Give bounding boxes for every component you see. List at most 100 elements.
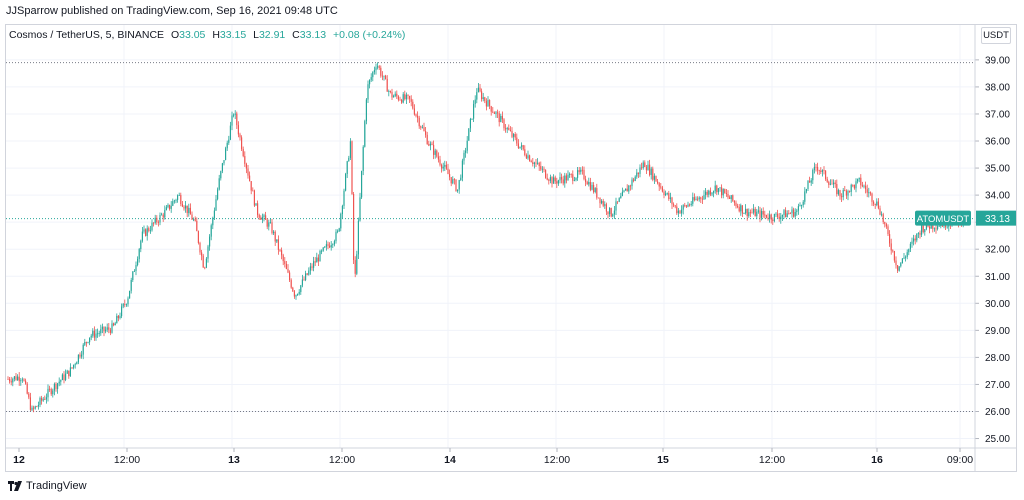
symbol-name[interactable]: Cosmos / TetherUS, 5, BINANCE <box>9 29 165 41</box>
candle-body <box>609 207 611 215</box>
candle-body <box>322 247 324 251</box>
candle-body <box>498 113 500 123</box>
candle-body <box>177 195 179 200</box>
candle-body <box>812 170 814 181</box>
candle-body <box>127 298 129 305</box>
candle-body <box>585 179 587 183</box>
candle-body <box>455 180 457 192</box>
candle-body <box>508 127 510 130</box>
candle-body <box>709 190 711 195</box>
candle-body <box>175 199 177 201</box>
candle-body <box>369 79 371 85</box>
candle-body <box>228 139 230 143</box>
tradingview-footer[interactable]: TradingView <box>8 480 87 492</box>
candle-body <box>314 261 316 263</box>
candle-body <box>826 178 828 182</box>
candle-body <box>719 187 721 189</box>
candle-body <box>327 244 329 246</box>
candle-body <box>639 167 641 174</box>
candle-body <box>241 137 243 150</box>
candle-body <box>293 291 295 297</box>
candle-body <box>122 303 124 307</box>
candle-body <box>236 113 238 126</box>
candle-body <box>305 273 307 280</box>
candle-body <box>151 222 153 231</box>
candle-body <box>337 231 339 232</box>
candle-body <box>308 270 310 275</box>
candle-body <box>437 156 439 160</box>
candle-body <box>372 72 374 78</box>
candle-body <box>727 193 729 198</box>
candle-body <box>471 118 473 120</box>
candle-body <box>415 114 417 116</box>
currency-button[interactable]: USDT <box>981 27 1011 44</box>
candle-body <box>393 95 395 98</box>
candle-body <box>919 232 921 235</box>
candle-body <box>309 266 311 271</box>
candle-body <box>164 210 166 218</box>
candle-body <box>367 84 369 100</box>
candle-body <box>767 217 769 219</box>
candle-body <box>668 193 670 199</box>
candle-body <box>754 208 756 217</box>
candle-body <box>13 376 15 379</box>
candle-body <box>524 149 526 156</box>
candle-body <box>389 90 391 92</box>
candle-body <box>253 190 255 206</box>
candle-body <box>706 191 708 195</box>
candle-body <box>655 175 657 182</box>
candle-body <box>61 374 63 381</box>
candle-body <box>269 222 271 224</box>
candle-body <box>817 166 819 171</box>
candle-body <box>810 180 812 183</box>
candle-body <box>548 179 550 181</box>
candle-body <box>836 184 838 195</box>
candle-body <box>813 166 815 171</box>
candle-body <box>106 327 108 330</box>
candle-body <box>607 211 609 215</box>
candle-body <box>444 164 446 167</box>
candle-body <box>580 169 582 172</box>
candle-body <box>85 342 87 343</box>
candle-body <box>818 170 820 172</box>
candle-body <box>346 161 348 174</box>
candle-body <box>84 342 86 345</box>
candle-body <box>44 399 46 400</box>
candle-body <box>602 200 604 206</box>
candle-body <box>213 210 215 218</box>
candle-body <box>687 204 689 207</box>
candle-body <box>124 303 126 305</box>
candle-body <box>95 333 97 338</box>
candle-body <box>805 188 807 192</box>
candle-body <box>458 179 460 190</box>
candle-body <box>210 225 212 237</box>
candle-body <box>191 214 193 220</box>
candle-body <box>39 398 41 405</box>
candle-body <box>692 197 694 204</box>
candle-body <box>938 226 940 227</box>
candle-body <box>770 214 772 220</box>
chart-frame[interactable] <box>5 24 1017 472</box>
candle-body <box>69 367 71 377</box>
candle-body <box>551 177 553 184</box>
candle-body <box>277 239 279 250</box>
candle-body <box>161 214 163 216</box>
candle-body <box>73 364 75 368</box>
candle-body <box>573 180 575 181</box>
candle-body <box>421 127 423 129</box>
candle-body <box>90 335 92 338</box>
candle-body <box>77 354 79 363</box>
low-value: 32.91 <box>258 29 286 41</box>
candle-body <box>613 210 615 215</box>
candle-body <box>841 196 843 198</box>
candle-body <box>527 155 529 159</box>
candle-body <box>109 329 111 333</box>
candle-body <box>265 215 267 220</box>
candle-body <box>130 279 132 291</box>
candle-body <box>409 95 411 99</box>
last-price-badge <box>976 210 1016 226</box>
candle-body <box>837 190 839 195</box>
candle-body <box>690 203 692 205</box>
candle-body <box>226 142 228 149</box>
